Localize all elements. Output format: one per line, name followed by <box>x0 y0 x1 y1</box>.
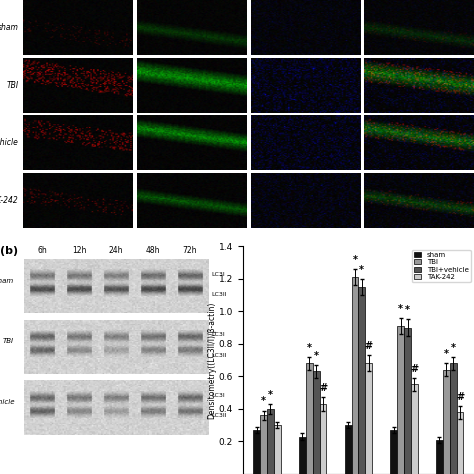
Text: 12h: 12h <box>72 246 86 255</box>
Text: #: # <box>410 364 419 374</box>
Text: TBI: TBI <box>7 81 19 90</box>
Text: *: * <box>261 396 266 406</box>
Text: 48h: 48h <box>146 246 160 255</box>
Text: (b): (b) <box>0 246 18 255</box>
Bar <box>443 370 450 474</box>
Text: TBI+vehicle: TBI+vehicle <box>0 138 19 147</box>
Bar <box>365 363 372 474</box>
Bar <box>358 287 365 474</box>
Bar <box>274 425 281 474</box>
Bar <box>450 363 456 474</box>
Text: *: * <box>444 349 449 359</box>
Bar <box>313 372 319 474</box>
Bar <box>397 326 404 474</box>
Text: *: * <box>268 390 273 400</box>
Legend: sham, TBI, TBI+vehicle, TAK-242: sham, TBI, TBI+vehicle, TAK-242 <box>412 250 471 282</box>
Bar <box>345 425 352 474</box>
Bar <box>456 412 464 474</box>
Text: sham: sham <box>0 23 19 32</box>
Bar <box>319 404 327 474</box>
Text: *: * <box>353 255 357 265</box>
Text: LC3II: LC3II <box>211 292 227 297</box>
Text: sham: sham <box>0 278 14 283</box>
Bar <box>253 430 260 474</box>
Text: LC3II: LC3II <box>211 353 227 358</box>
Text: #: # <box>456 392 464 401</box>
Bar <box>352 277 358 474</box>
Bar <box>306 363 313 474</box>
Bar <box>260 415 267 474</box>
Text: #: # <box>319 383 327 393</box>
Text: *: * <box>405 305 410 315</box>
Bar <box>299 437 306 474</box>
Text: *: * <box>451 343 456 353</box>
Text: TAK-242: TAK-242 <box>0 196 19 205</box>
Text: 24h: 24h <box>109 246 123 255</box>
Text: *: * <box>307 343 312 353</box>
Bar <box>411 384 418 474</box>
Bar <box>267 409 274 474</box>
Bar <box>436 440 443 474</box>
Text: 6h: 6h <box>37 246 47 255</box>
Text: *: * <box>314 351 319 361</box>
Bar <box>404 328 411 474</box>
Y-axis label: Densitometry((LC3II/I)/β-actin): Densitometry((LC3II/I)/β-actin) <box>207 301 216 419</box>
Text: LC3I: LC3I <box>211 332 225 337</box>
Text: TBI: TBI <box>3 338 14 345</box>
Bar <box>391 430 397 474</box>
Text: LC3I: LC3I <box>211 272 225 277</box>
Text: TBI + vehicle: TBI + vehicle <box>0 399 14 405</box>
Text: LC3II: LC3II <box>211 413 227 419</box>
Text: LC3I: LC3I <box>211 393 225 398</box>
Text: #: # <box>365 341 373 351</box>
Text: *: * <box>398 304 403 314</box>
Text: 72h: 72h <box>182 246 197 255</box>
Text: *: * <box>359 264 365 274</box>
